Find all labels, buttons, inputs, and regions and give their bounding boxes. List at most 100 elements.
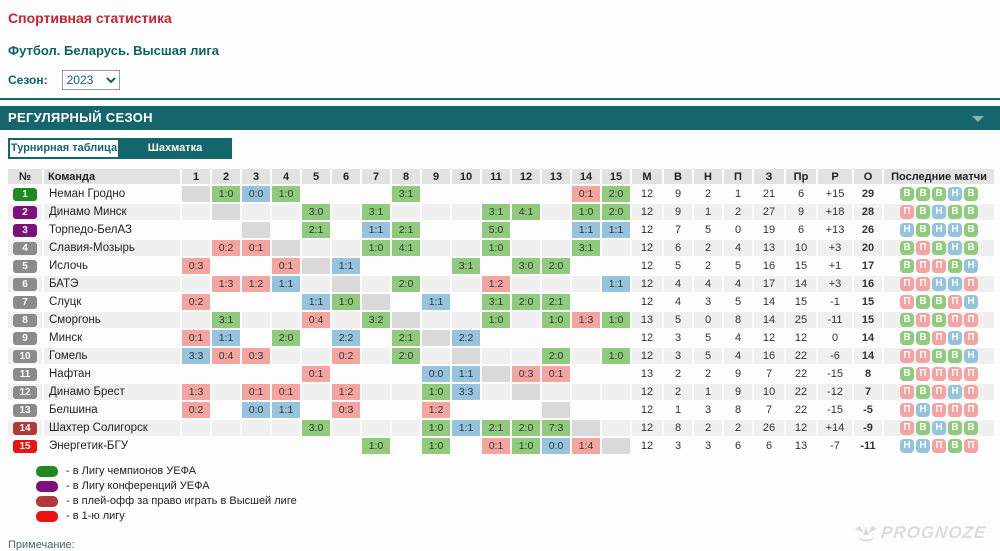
rank-badge: 14 [13, 421, 37, 435]
score-cell: 1:0 [482, 312, 510, 328]
legend-item: - в плей-офф за право играть в Высшей ли… [36, 494, 1000, 508]
rank-badge: 12 [13, 385, 37, 399]
tab-standings[interactable]: Турнирная таблица [8, 138, 120, 159]
stat-cell-М: 12 [632, 348, 662, 364]
empty-cell [182, 366, 210, 382]
tab-crosstable[interactable]: Шахматка [120, 138, 232, 159]
empty-cell [362, 348, 390, 364]
score-cell: 0:1 [302, 366, 330, 382]
column-header-stat-М: М [632, 169, 662, 184]
empty-cell [542, 204, 570, 220]
divider [0, 98, 1000, 100]
empty-cell [362, 186, 390, 202]
stat-cell-О: 8 [864, 368, 872, 380]
last-match-badge: В [932, 349, 946, 363]
empty-cell [272, 348, 300, 364]
stat-cell-Н: 4 [694, 276, 722, 292]
stat-cell-Пр: 12 [794, 332, 808, 344]
stat-cell-П: 5 [734, 296, 742, 308]
page-title: Спортивная статистика [8, 10, 172, 26]
last-match-badge: В [900, 241, 914, 255]
rank-cell: 9 [8, 330, 42, 346]
score-cell: 1:0 [362, 240, 390, 256]
empty-cell [452, 204, 480, 220]
legend-swatch [36, 510, 58, 522]
stat-cell-З: 27 [754, 204, 784, 220]
stat-cell-В: 3 [674, 332, 682, 344]
empty-cell [182, 204, 210, 220]
last-match-badge: П [900, 205, 914, 219]
stat-cell-П: 4 [724, 276, 752, 292]
section-title: РЕГУЛЯРНЫЙ СЕЗОН [8, 110, 153, 125]
rank-cell: 3 [8, 222, 42, 238]
stat-cell-Н: 5 [704, 224, 712, 236]
column-header-opponent-4: 4 [272, 169, 300, 184]
self-cell [542, 402, 570, 418]
last-match-badge: П [916, 313, 930, 327]
stat-cell-З: 14 [754, 312, 784, 328]
watermark: PROGNOZE [853, 523, 987, 543]
empty-cell [512, 330, 540, 346]
score-cell: 0:0 [422, 366, 450, 382]
table-row: 10 Гомель 3:3 0:4 0:3 0:2 2:0 2:0 1:0 12 3 5 4 16 22 -6… [8, 348, 994, 364]
empty-cell [512, 312, 540, 328]
season-label: Сезон: [8, 73, 48, 87]
self-cell [362, 294, 390, 310]
empty-cell [452, 312, 480, 328]
last-match-badge: П [900, 349, 914, 363]
score-cell: 3:1 [212, 312, 240, 328]
score-cell: 0:3 [332, 402, 360, 418]
score-cell: 3:1 [482, 204, 510, 220]
stat-cell-Р: +18 [818, 204, 852, 220]
empty-cell [602, 330, 630, 346]
score-cell: 1:0 [512, 438, 540, 454]
last-match-badge: П [900, 421, 914, 435]
score-cell: 1:1 [602, 276, 630, 292]
empty-cell [332, 366, 360, 382]
empty-cell [302, 276, 330, 292]
last-match-badge: П [964, 277, 978, 291]
empty-cell [482, 384, 510, 400]
stat-cell-М: 12 [640, 296, 654, 308]
empty-cell [272, 294, 300, 310]
empty-cell [242, 330, 270, 346]
chevron-down-icon[interactable] [972, 116, 984, 122]
score-cell: 1:1 [422, 294, 450, 310]
stat-cell-П: 8 [734, 404, 742, 416]
empty-cell [242, 420, 270, 436]
last-match-badge: Н [916, 403, 930, 417]
column-header-stat-О: О [854, 169, 882, 184]
column-header-opponent-11: 11 [482, 169, 510, 184]
score-cell: 1:1 [452, 420, 480, 436]
empty-cell [602, 294, 630, 310]
stat-cell-Р: -6 [818, 348, 852, 364]
stat-cell-З: 7 [765, 368, 773, 380]
stat-cell-Пр: 6 [797, 224, 805, 236]
rank-cell: 13 [8, 402, 42, 418]
last-match-badge: П [932, 259, 946, 273]
score-cell: 0:0 [242, 186, 270, 202]
empty-cell [182, 438, 210, 454]
score-cell: 0:1 [272, 384, 300, 400]
season-select[interactable]: 2023 [61, 70, 120, 90]
last-match-badge: Н [948, 241, 962, 255]
column-header-opponent-9: 9 [422, 169, 450, 184]
last-match-badge: П [964, 331, 978, 345]
score-cell: 2:0 [602, 186, 630, 202]
stat-cell-В: 5 [674, 260, 682, 272]
team-name: Ислочь [49, 260, 88, 272]
stat-cell-Пр: 12 [786, 420, 816, 436]
stat-cell-О: -9 [854, 420, 882, 436]
last-match-badge: П [916, 367, 930, 381]
empty-cell [542, 240, 570, 256]
stat-cell-О: 20 [854, 240, 882, 256]
empty-cell [392, 438, 420, 454]
empty-cell [272, 312, 300, 328]
table-row: 11 Нафтан 0:1 0:0 1:1 0:3 0:1 13 2 2 9 7 22 -15 8 В П П П П [8, 366, 994, 382]
rank-cell: 8 [8, 312, 42, 328]
stat-cell-З: 16 [762, 260, 776, 272]
stat-cell-Н: 2 [694, 240, 722, 256]
empty-cell [422, 204, 450, 220]
stat-cell-В: 8 [664, 420, 692, 436]
